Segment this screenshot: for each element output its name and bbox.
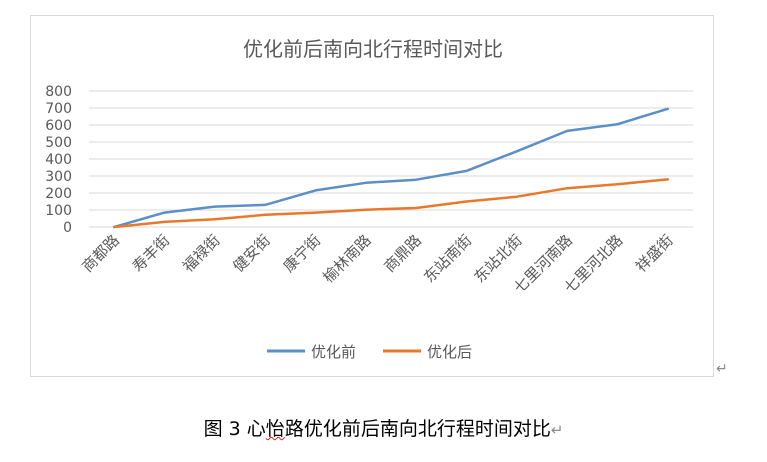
caption-return-mark: ↵ <box>550 421 564 439</box>
caption-spellcheck-word[interactable]: 怡 <box>265 418 285 440</box>
y-tick-label: 300 <box>45 169 72 185</box>
figure-caption: 图 3 心怡路优化前后南向北行程时间对比↵ <box>0 414 767 441</box>
y-tick-label: 700 <box>45 101 72 117</box>
y-tick-label: 500 <box>45 135 72 151</box>
chart-title: 优化前后南向北行程时间对比 <box>243 37 503 61</box>
series-line <box>112 178 670 229</box>
x-tick-label: 康宁街 <box>280 231 325 276</box>
y-tick-label: 600 <box>45 118 72 134</box>
chart-frame: 优化前后南向北行程时间对比 0 100 200 300 400 500 600 700 800 商都… <box>30 15 714 377</box>
caption-text-end: 路优化前后南向北行程时间对比 <box>284 418 551 440</box>
x-tick-label: 寿丰街 <box>129 231 174 276</box>
y-tick-label: 100 <box>45 203 72 219</box>
y-tick-label: 400 <box>45 152 72 168</box>
x-tick-label: 商鼎路 <box>380 231 425 276</box>
x-tick-label: 东站南街 <box>420 231 475 286</box>
legend-label: 优化前 <box>311 343 356 361</box>
x-tick-label: 健安街 <box>229 231 274 276</box>
y-tick-label: 800 <box>45 84 72 100</box>
y-tick-label: 0 <box>63 220 72 236</box>
legend-label: 优化后 <box>427 343 472 361</box>
series-line <box>112 107 670 229</box>
paragraph-mark-icon: ↵ <box>716 361 728 377</box>
caption-text-start: 心 <box>246 418 266 440</box>
y-tick-label: 200 <box>45 186 72 202</box>
caption-figure-label: 图 3 <box>203 418 241 440</box>
x-tick-label: 榆林南路 <box>319 231 374 286</box>
x-tick-label: 商都路 <box>78 231 123 276</box>
x-tick-label: 祥盛街 <box>632 231 677 276</box>
x-tick-label: 福禄街 <box>179 231 224 276</box>
